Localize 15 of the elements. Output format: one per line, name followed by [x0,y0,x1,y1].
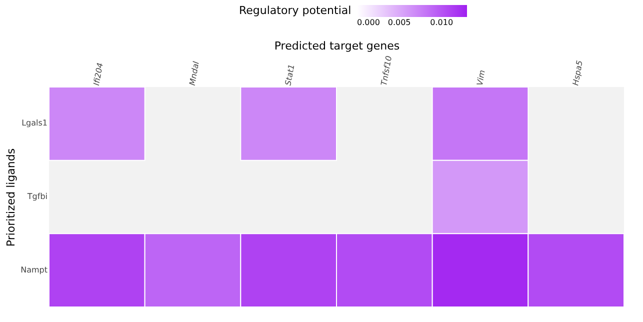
x-tick-label: Ifi204 [92,62,105,86]
color-bar-label: 0.010 [430,18,454,27]
y-axis-title: Prioritized ligands [4,148,18,247]
y-tick-label: Nampt [20,265,48,274]
x-tick-label: Stat1 [284,64,296,86]
y-tick-label: Lgals1 [22,118,48,128]
x-tick-label: Tnfsf10 [379,55,394,86]
x-axis-title: Predicted target genes [274,39,400,52]
color-bar-title: Regulatory potential [239,4,352,17]
color-bar-label: 0.000 [357,18,380,27]
y-tick-label: Tgfbi [26,192,48,201]
color-bar-label: 0.005 [388,18,411,27]
x-tick-label: Vim [475,69,487,86]
x-tick-label: Hspa5 [571,60,584,86]
x-tick-label: Mndal [188,60,202,86]
